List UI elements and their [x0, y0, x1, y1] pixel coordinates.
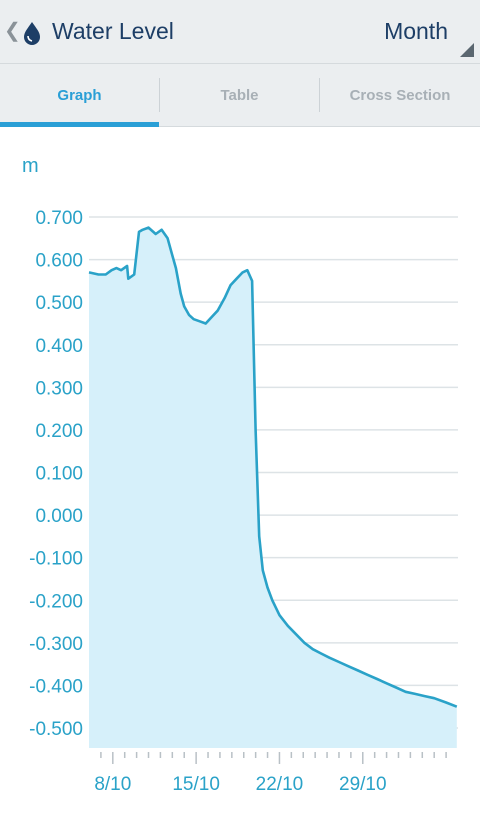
y-axis-unit-label: m [22, 155, 39, 177]
area-fill [89, 227, 457, 749]
y-tick-label: -0.300 [29, 634, 83, 655]
active-tab-indicator [0, 122, 159, 127]
page-title: Water Level [52, 18, 174, 44]
tab-divider [159, 78, 160, 112]
y-tick-label: 0.100 [35, 464, 83, 485]
water-level-chart[interactable]: 0.700 0.600 0.500 0.400 0.300 0.200 0.100 0.000… [0, 128, 480, 820]
x-tick-label: 29/10 [339, 774, 387, 795]
tab-bar: Graph Table Cross Section [0, 64, 480, 127]
period-selector[interactable]: Month [384, 18, 448, 44]
y-tick-label: -0.200 [29, 591, 83, 612]
y-tick-label: 0.300 [35, 378, 83, 399]
y-tick-label: -0.400 [29, 676, 83, 697]
tab-divider [319, 78, 320, 112]
y-tick-label: 0.000 [35, 506, 83, 527]
tab-graph[interactable]: Graph [57, 87, 102, 104]
y-tick-label: 0.400 [35, 336, 83, 357]
x-tick-label: 8/10 [94, 774, 131, 795]
x-tick-label: 22/10 [256, 774, 304, 795]
dropdown-corner-icon[interactable] [460, 43, 474, 57]
back-chevron-icon[interactable]: ❮ [4, 20, 21, 42]
tab-table[interactable]: Table [220, 87, 259, 104]
y-tick-label: 0.700 [35, 208, 83, 229]
y-tick-label: 0.600 [35, 251, 83, 272]
y-tick-label: -0.500 [29, 719, 83, 740]
water-drop-icon [24, 22, 40, 45]
series-line [88, 226, 458, 708]
y-tick-label: -0.100 [29, 549, 83, 570]
y-tick-label: 0.200 [35, 421, 83, 442]
app-header: ❮ Water Level Month [0, 0, 480, 64]
tab-cross-section[interactable]: Cross Section [349, 87, 451, 104]
y-tick-label: 0.500 [35, 293, 83, 314]
x-tick-label: 15/10 [172, 774, 220, 795]
